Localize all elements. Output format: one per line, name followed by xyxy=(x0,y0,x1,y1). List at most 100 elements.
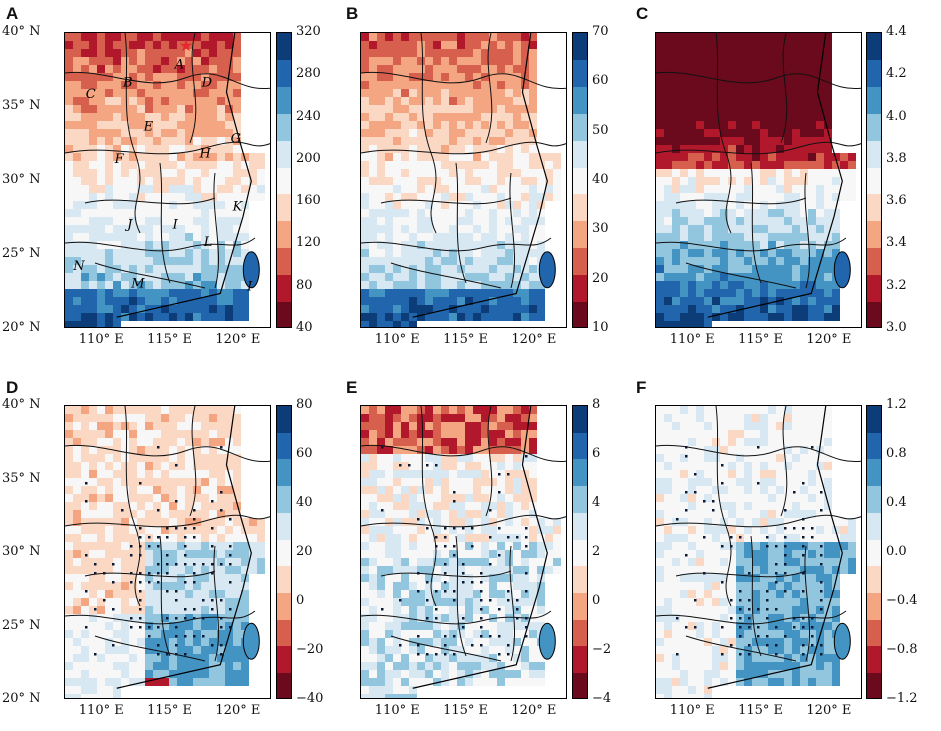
colorbar-tick: 80 xyxy=(296,277,313,293)
grid-cell xyxy=(816,129,824,137)
grid-cell xyxy=(225,502,233,510)
grid-cell xyxy=(129,598,137,606)
grid-cell xyxy=(265,313,270,321)
grid-cell xyxy=(720,57,728,65)
grid-cell xyxy=(465,161,473,169)
grid-cell xyxy=(465,177,473,185)
grid-cell xyxy=(137,33,145,41)
grid-cell xyxy=(856,289,861,297)
grid-cell xyxy=(105,121,113,129)
grid-cell xyxy=(800,217,808,225)
grid-cell xyxy=(81,265,89,273)
grid-cell xyxy=(425,49,433,57)
grid-cell xyxy=(465,630,473,638)
province-border xyxy=(124,406,141,607)
grid-cell xyxy=(177,550,185,558)
grid-cell xyxy=(832,65,840,73)
grid-cell xyxy=(121,81,129,89)
grid-cell xyxy=(185,510,193,518)
lon-label: 115° E xyxy=(147,332,193,347)
grid-cell xyxy=(257,273,265,281)
grid-cell xyxy=(744,129,752,137)
grid-cell xyxy=(433,105,441,113)
grid-cell xyxy=(664,137,672,145)
grid-cell xyxy=(385,121,393,129)
grid-cell xyxy=(369,161,377,169)
grid-cell xyxy=(409,646,417,654)
grid-cell xyxy=(249,137,257,145)
grid-cell xyxy=(417,257,425,265)
grid-cell xyxy=(768,65,776,73)
grid-cell xyxy=(529,65,537,73)
grid-cell xyxy=(377,526,385,534)
colorbar-band xyxy=(867,167,881,195)
grid-cell xyxy=(720,289,728,297)
grid-cell xyxy=(153,249,161,257)
grid-cell xyxy=(241,289,249,297)
grid-cell xyxy=(401,558,409,566)
grid-cell xyxy=(81,518,89,526)
grid-cell xyxy=(768,41,776,49)
grid-cell xyxy=(369,257,377,265)
grid-cell xyxy=(401,518,409,526)
colorbar-band xyxy=(277,486,291,513)
grid-cell xyxy=(704,169,712,177)
grid-cell xyxy=(145,526,153,534)
grid-cell xyxy=(784,105,792,113)
grid-cell xyxy=(257,257,265,265)
grid-cell xyxy=(441,313,449,321)
grid-cell xyxy=(241,161,249,169)
grid-cell xyxy=(105,502,113,510)
grid-cell xyxy=(489,153,497,161)
grid-cell xyxy=(233,454,241,462)
grid-cell xyxy=(521,510,529,518)
grid-cell xyxy=(369,153,377,161)
grid-cell xyxy=(129,510,137,518)
grid-cell xyxy=(377,177,385,185)
grid-cell xyxy=(137,558,145,566)
grid-cell xyxy=(481,638,489,646)
grid-cell xyxy=(393,73,401,81)
grid-cell xyxy=(233,518,241,526)
grid-cell xyxy=(808,169,816,177)
grid-cell xyxy=(177,145,185,153)
grid-cell xyxy=(361,550,369,558)
grid-cell xyxy=(217,153,225,161)
grid-cell xyxy=(848,65,856,73)
grid-cell xyxy=(161,169,169,177)
grid-cell xyxy=(672,113,680,121)
grid-cell xyxy=(409,582,417,590)
grid-cell xyxy=(121,57,129,65)
grid-cell xyxy=(121,622,129,630)
province-border xyxy=(420,33,437,234)
grid-cell xyxy=(161,486,169,494)
grid-cell xyxy=(137,97,145,105)
grid-cell xyxy=(97,486,105,494)
grid-cell xyxy=(225,574,233,582)
significance-dot xyxy=(166,554,169,557)
grid-cell xyxy=(425,137,433,145)
grid-cell xyxy=(89,113,97,121)
grid-cell xyxy=(137,201,145,209)
grid-cell xyxy=(97,510,105,518)
grid-cell xyxy=(441,470,449,478)
grid-cell xyxy=(728,289,736,297)
grid-cell xyxy=(185,630,193,638)
grid-cell xyxy=(265,177,270,185)
grid-cell xyxy=(361,670,369,678)
grid-cell xyxy=(145,297,153,305)
grid-cell xyxy=(521,177,529,185)
grid-cell xyxy=(664,209,672,217)
grid-cell xyxy=(465,81,473,89)
grid-cell xyxy=(193,153,201,161)
grid-cell xyxy=(113,217,121,225)
grid-cell xyxy=(688,161,696,169)
grid-cell xyxy=(257,305,265,313)
grid-cell xyxy=(529,281,537,289)
grid-cell xyxy=(145,566,153,574)
grid-cell xyxy=(193,289,201,297)
grid-cell xyxy=(497,590,505,598)
grid-cell xyxy=(89,65,97,73)
grid-cell xyxy=(241,49,249,57)
grid-cell xyxy=(720,281,728,289)
